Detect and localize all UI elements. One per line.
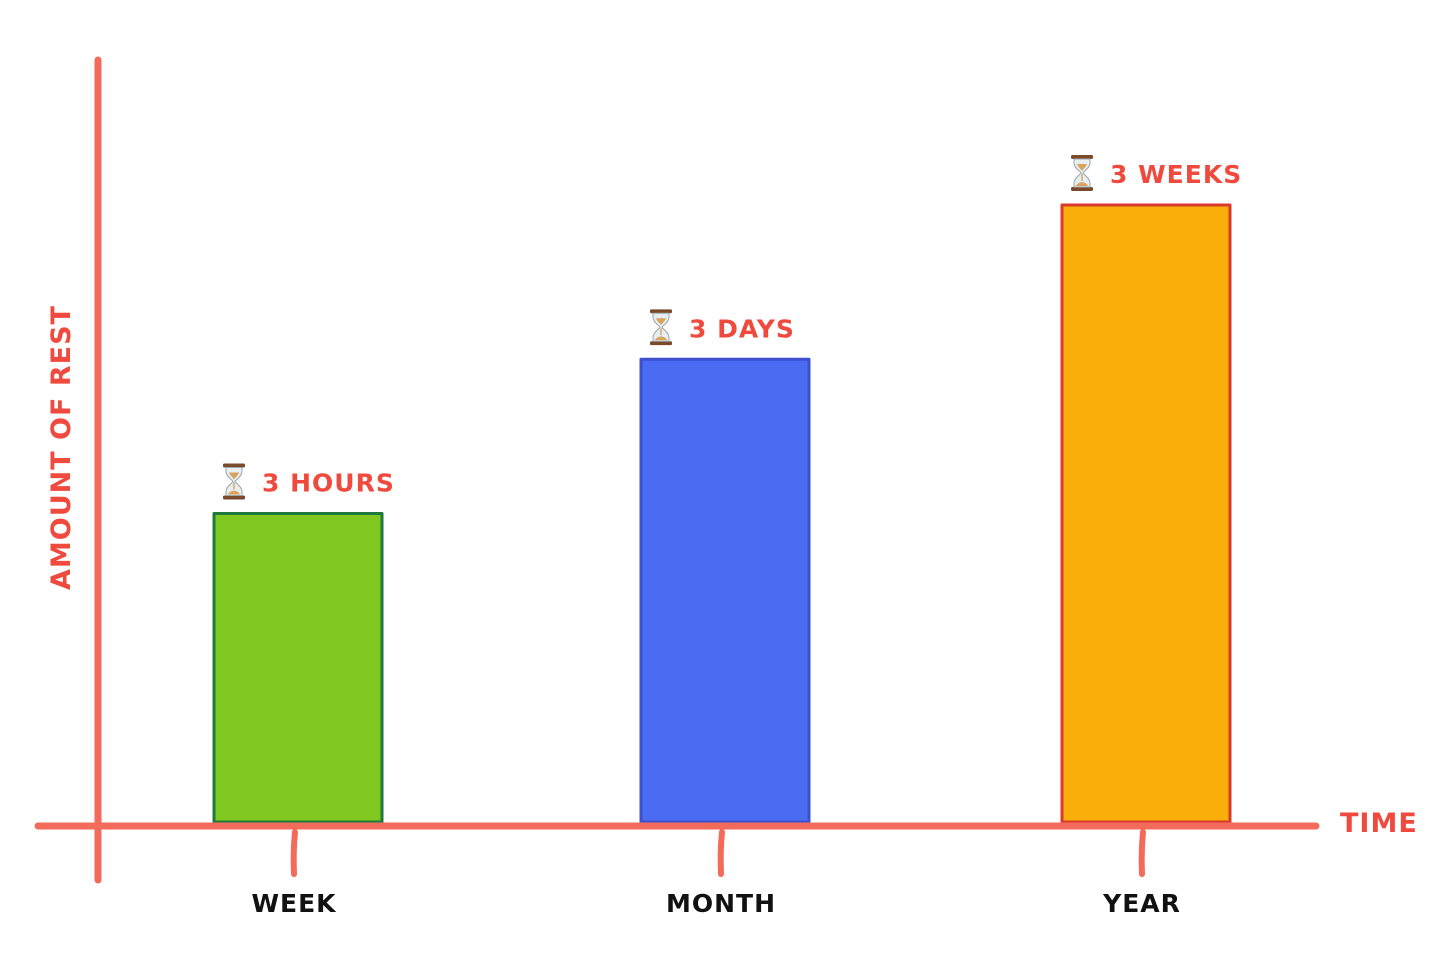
x-ticks-group [290, 829, 1146, 877]
bars-group [212, 203, 1232, 824]
x-tick-month [717, 829, 725, 877]
data-label-year: 3 WEEKS [1070, 155, 1242, 191]
data-label-text: 3 WEEKS [1110, 160, 1242, 189]
data-labels-group: 3 HOURS 3 DAYS 3 WEEKS [222, 155, 1242, 500]
hourglass-icon [649, 309, 673, 346]
x-tick-label-month: MONTH [666, 889, 776, 918]
x-tick-label-year: YEAR [1102, 889, 1181, 918]
data-label-text: 3 HOURS [262, 469, 395, 498]
data-label-text: 3 DAYS [689, 314, 795, 343]
x-tick-week [290, 829, 298, 877]
y-axis-title: AMOUNT OF REST [46, 305, 77, 590]
x-axis-title: TIME [1340, 808, 1418, 839]
data-label-week: 3 HOURS [222, 463, 395, 500]
bar-month [639, 357, 811, 824]
x-tick-labels-group: WEEK MONTH YEAR [251, 889, 1181, 918]
bar-year [1060, 203, 1232, 824]
hourglass-icon [222, 463, 246, 500]
x-tick-label-week: WEEK [251, 889, 337, 918]
x-tick-year [1138, 829, 1146, 877]
bar-week [212, 512, 384, 824]
data-label-month: 3 DAYS [649, 309, 795, 346]
hourglass-icon [1070, 155, 1094, 191]
